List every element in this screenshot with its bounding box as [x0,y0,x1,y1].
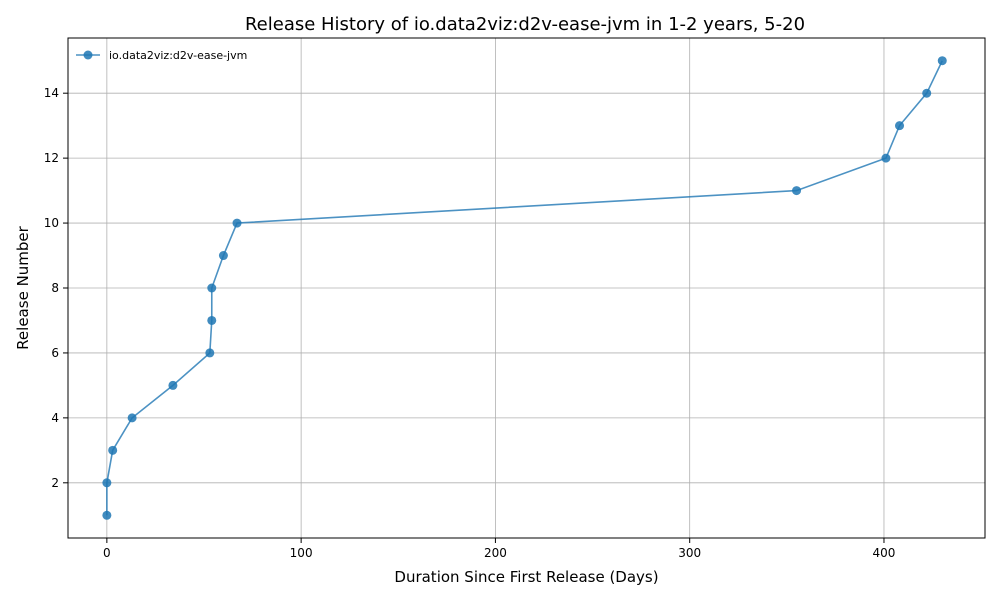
x-axis-label: Duration Since First Release (Days) [394,568,658,586]
x-tick-label: 100 [290,546,313,560]
data-point [937,56,947,66]
y-tick-label: 8 [51,281,59,295]
data-point [922,88,932,98]
data-point [881,153,891,163]
y-tick-label: 2 [51,476,59,490]
y-tick-label: 12 [44,151,59,165]
data-point [108,445,118,455]
grid-layer [68,38,985,538]
y-tick-label: 4 [51,411,59,425]
data-point [207,315,217,325]
data-point [895,121,905,131]
chart-title: Release History of io.data2viz:d2v-ease-… [245,14,805,35]
y-tick-label: 10 [44,216,59,230]
x-tick-label: 200 [484,546,507,560]
y-axis-label: Release Number [14,225,32,349]
data-point [792,186,802,196]
data-point [218,251,228,261]
ticks-layer: 0 100 200 300 400 2 4 6 8 10 12 14 [44,86,896,560]
data-point [102,478,112,488]
x-tick-label: 300 [678,546,701,560]
y-tick-label: 6 [51,346,59,360]
x-tick-label: 400 [873,546,896,560]
legend: io.data2viz:d2v-ease-jvm [76,49,247,62]
data-point [207,283,217,293]
data-point [232,218,242,228]
y-tick-label: 14 [44,86,59,100]
x-tick-label: 0 [103,546,111,560]
data-point [127,413,137,423]
series-layer [102,56,947,520]
legend-entry-label: io.data2viz:d2v-ease-jvm [109,49,247,62]
data-point [102,510,112,520]
data-point [205,348,215,358]
data-point [168,380,178,390]
legend-marker-swatch [83,50,93,60]
